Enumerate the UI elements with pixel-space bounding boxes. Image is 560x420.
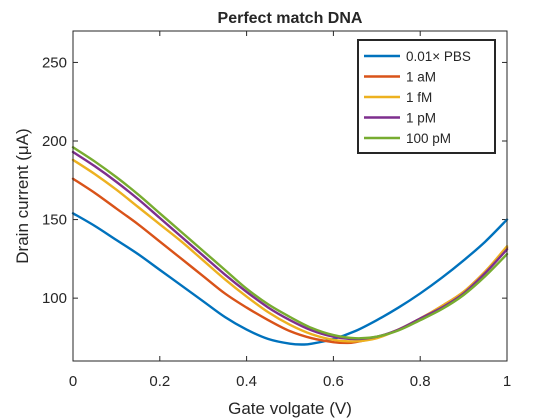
series-line-4: [71, 150, 509, 341]
y-tick-label: 150: [42, 212, 67, 229]
legend-label: 100 pM: [406, 131, 451, 146]
chart-title: Perfect match DNA: [218, 10, 363, 27]
x-tick-label: 0.8: [410, 373, 431, 390]
legend-label: 1 pM: [406, 111, 436, 126]
x-tick-label: 0.6: [323, 373, 344, 390]
legend-label: 1 fM: [406, 90, 432, 105]
legend-label: 0.01× PBS: [406, 49, 471, 64]
y-axis-label: Drain current (μA): [13, 128, 32, 263]
x-tick-label: 0.2: [149, 373, 170, 390]
legend: 0.01× PBS 1 aM 1 fM 1 pM 100 pM: [357, 39, 496, 154]
legend-label: 1 aM: [406, 70, 436, 85]
series-line-5: [71, 146, 509, 340]
y-tick-label: 100: [42, 290, 67, 307]
x-tick-label: 0: [69, 373, 77, 390]
y-axis-ticks: 100 150 200 250: [42, 54, 507, 307]
plot-frame: [72, 30, 508, 362]
series-line-1: [71, 212, 509, 346]
x-axis-label: Gate volgate (V): [228, 399, 352, 418]
x-tick-label: 1: [503, 373, 511, 390]
x-tick-label: 0.4: [236, 373, 257, 390]
y-tick-label: 200: [42, 133, 67, 150]
series-lines: [71, 146, 509, 346]
y-tick-label: 250: [42, 54, 67, 71]
x-axis-ticks: 0 0.2 0.4 0.6 0.8 1: [69, 31, 511, 390]
